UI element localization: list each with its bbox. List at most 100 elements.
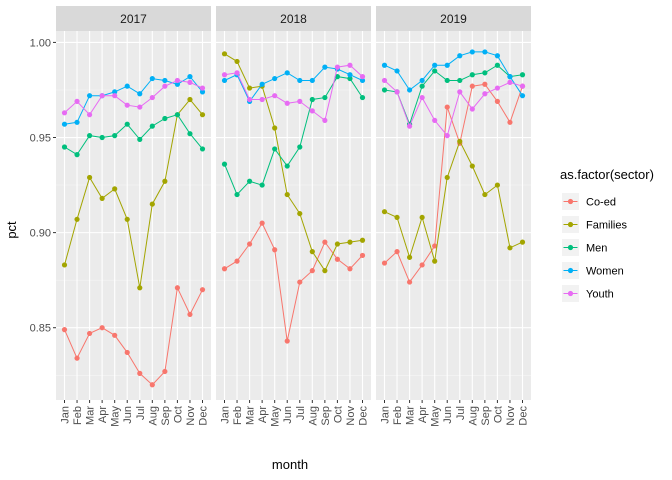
data-point-co-ed [199,287,206,293]
data-point-families [334,241,341,247]
facet-strip-label: 2018 [280,12,307,26]
data-point-families [61,262,68,268]
data-point-women [272,75,278,82]
data-point-families [347,239,353,245]
x-tick-label: May [430,406,442,427]
facet-strip-label: 2017 [120,12,147,26]
y-tick-label: 1.00 [30,37,51,49]
facet-panel-2017: 2017 Jan Feb Mar Apr May Jun Jul Aug Sep Oct Nov Dec [56,6,211,427]
series-line-families [384,140,523,262]
data-point-men [199,146,206,152]
data-point-co-ed [394,249,400,255]
data-point-youth [272,93,278,99]
x-tick-label: Jun [122,406,134,424]
y-tick-label: 0.85 [30,323,51,335]
data-point-men [99,134,105,141]
data-point-co-ed [297,279,303,285]
x-tick-label: Feb [392,406,404,425]
data-point-youth [187,79,193,85]
data-point-women [322,64,328,70]
data-point-co-ed [259,220,265,226]
x-tick-label: Jun [282,406,294,424]
data-point-men [469,72,475,78]
x-tick-label: Sep [160,406,172,426]
data-point-women [381,62,388,68]
data-point-co-ed [309,268,315,274]
data-point-women [199,89,206,95]
data-point-families [137,285,143,291]
y-tick-label: 0.90 [30,228,51,240]
data-point-families [234,58,240,65]
data-point-women [457,53,463,59]
data-point-youth [309,108,315,114]
data-point-men [112,133,118,139]
data-point-co-ed [162,368,168,375]
data-point-women [432,62,438,68]
data-point-co-ed [221,266,228,272]
data-point-families [284,191,290,198]
y-axis-title: pct [4,221,19,239]
data-point-youth [359,74,366,80]
data-point-men [309,96,315,103]
data-point-youth [482,91,488,97]
y-tick-label: 0.95 [30,133,51,145]
data-point-youth [507,79,513,85]
data-point-families [74,216,80,222]
data-point-women [419,77,425,84]
data-point-co-ed [334,256,341,262]
data-point-families [432,258,438,264]
legend-item-women: Women [562,262,624,279]
data-point-youth [284,100,290,106]
data-point-families [246,85,253,91]
data-point-youth [99,93,105,99]
data-point-women [394,68,400,74]
legend-item-youth: Youth [562,285,614,302]
data-point-men [444,77,450,84]
x-tick-label: Aug [307,406,319,426]
data-point-men [259,182,265,188]
data-point-families [322,268,328,274]
data-point-youth [234,70,240,76]
x-tick-label: Jan [220,406,232,424]
data-point-men [381,87,388,93]
data-point-women [124,83,130,89]
legend-label: Families [586,220,627,232]
data-point-men [149,123,155,129]
data-point-co-ed [444,104,450,110]
data-point-women [284,70,290,76]
data-point-youth [246,96,253,103]
x-tick-label: Nov [505,406,517,426]
data-point-co-ed [507,119,513,125]
legend-key-point [567,290,574,297]
data-point-women [174,81,181,87]
legend-title: as.factor(sector) [560,167,654,182]
data-point-men [61,144,68,150]
data-point-co-ed [124,349,130,356]
data-point-youth [444,133,450,139]
data-point-men [322,94,328,101]
data-point-families [394,214,400,221]
data-point-co-ed [406,279,413,285]
data-point-families [519,239,526,245]
data-point-women [162,77,168,84]
x-tick-label: Dec [358,406,370,426]
data-point-women [61,121,68,127]
data-point-co-ed [469,83,475,89]
data-point-women [507,74,513,80]
data-point-families [187,96,193,103]
data-point-co-ed [432,243,438,249]
x-tick-label: Feb [72,406,84,425]
data-point-co-ed [272,247,278,253]
data-point-women [86,93,93,99]
series-line-men [384,64,523,126]
x-tick-label: Apr [97,406,109,423]
x-tick-label: Jan [380,406,392,424]
data-point-youth [469,106,475,112]
x-tick-label: Sep [320,406,332,426]
data-point-families [381,209,388,215]
data-point-women [309,77,315,84]
data-point-co-ed [86,330,93,337]
data-point-youth [381,77,388,84]
data-point-women [259,81,265,87]
x-tick-label: Oct [332,406,344,423]
